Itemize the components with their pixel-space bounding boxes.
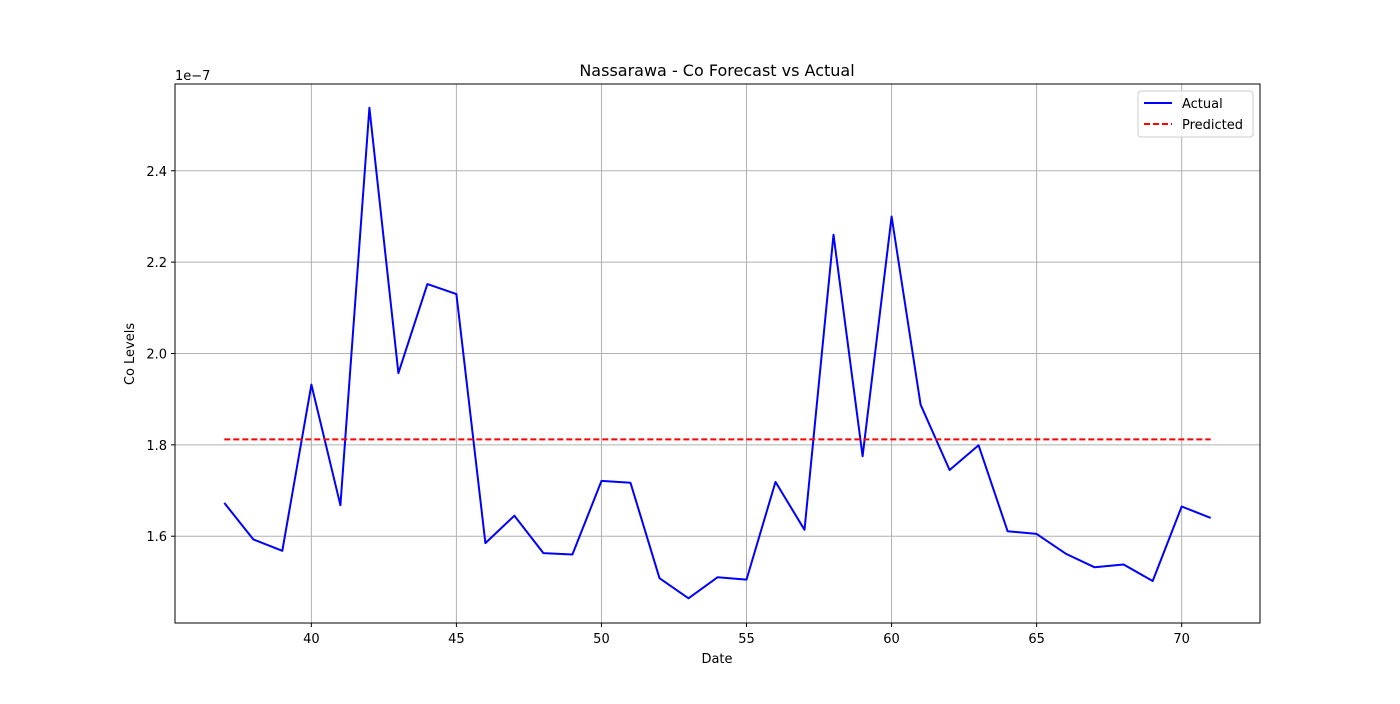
- x-tick-label: 60: [883, 632, 900, 647]
- x-tick-label: 55: [738, 632, 755, 647]
- grid: [175, 84, 1260, 623]
- chart-title: Nassarawa - Co Forecast vs Actual: [579, 61, 854, 80]
- y-tick-label: 2.0: [146, 348, 167, 363]
- x-axis-label: Date: [701, 652, 732, 667]
- ticks: 40 45 50 55 60 65 70 1.6 1.8 2.0 2.2 2.4: [146, 165, 1190, 647]
- y-scale-label: 1e−7: [175, 69, 210, 84]
- legend: Actual Predicted: [1137, 90, 1254, 138]
- x-tick-label: 40: [303, 632, 320, 647]
- legend-label-actual: Actual: [1182, 97, 1223, 112]
- y-tick-label: 2.4: [146, 165, 167, 180]
- series-layer: [223, 106, 1212, 600]
- series-line-actual: [223, 106, 1212, 600]
- y-axis-label: Co Levels: [123, 323, 138, 385]
- x-tick-label: 45: [448, 632, 465, 647]
- y-tick-label: 1.6: [146, 530, 167, 545]
- x-tick-label: 70: [1173, 632, 1190, 647]
- x-tick-label: 65: [1028, 632, 1045, 647]
- y-tick-label: 2.2: [146, 256, 167, 271]
- legend-label-predicted: Predicted: [1182, 118, 1243, 133]
- y-tick-label: 1.8: [146, 439, 167, 454]
- x-tick-label: 50: [593, 632, 610, 647]
